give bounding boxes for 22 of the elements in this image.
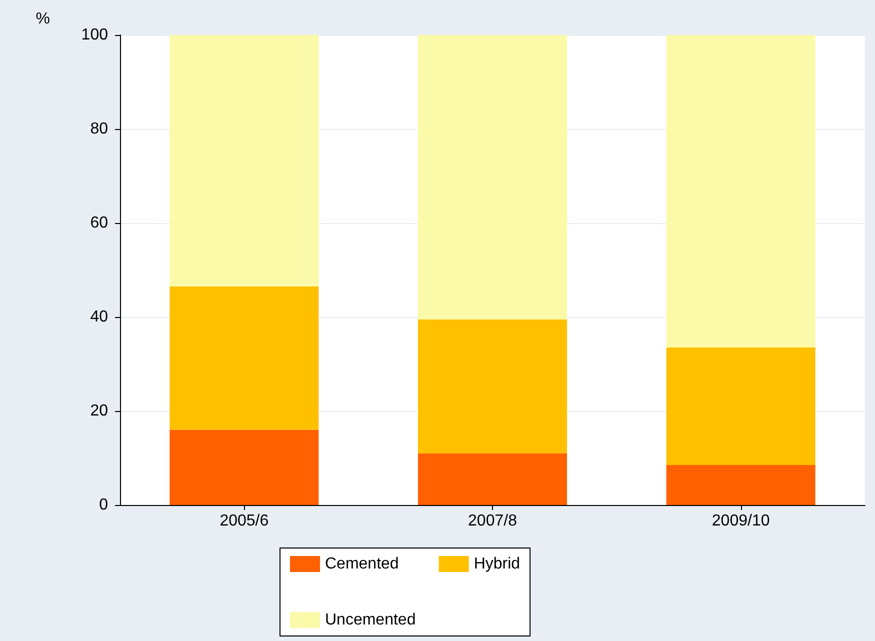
y-tick-label: 20: [90, 402, 108, 420]
bar: [170, 430, 319, 505]
bar: [170, 35, 319, 286]
bar: [170, 286, 319, 430]
y-axis-title: %: [36, 10, 50, 28]
y-tick-label: 60: [90, 214, 108, 232]
bar: [418, 453, 567, 505]
legend-label: Uncemented: [325, 612, 416, 628]
y-tick-label: 40: [90, 308, 108, 326]
legend-label: Cemented: [325, 556, 399, 572]
bar: [418, 35, 567, 320]
bar: [666, 348, 816, 466]
y-tick-label: 100: [81, 26, 108, 44]
x-tick-label: 2009/10: [712, 512, 770, 530]
bar: [418, 319, 567, 454]
x-tick-label: 2007/8: [468, 512, 518, 530]
bar: [666, 465, 816, 505]
y-tick-label: 0: [99, 496, 108, 514]
y-tick-label: 80: [90, 120, 108, 138]
x-tick-label: 2005/6: [220, 512, 269, 530]
legend-label: Hybrid: [474, 556, 520, 572]
bar: [666, 35, 816, 348]
